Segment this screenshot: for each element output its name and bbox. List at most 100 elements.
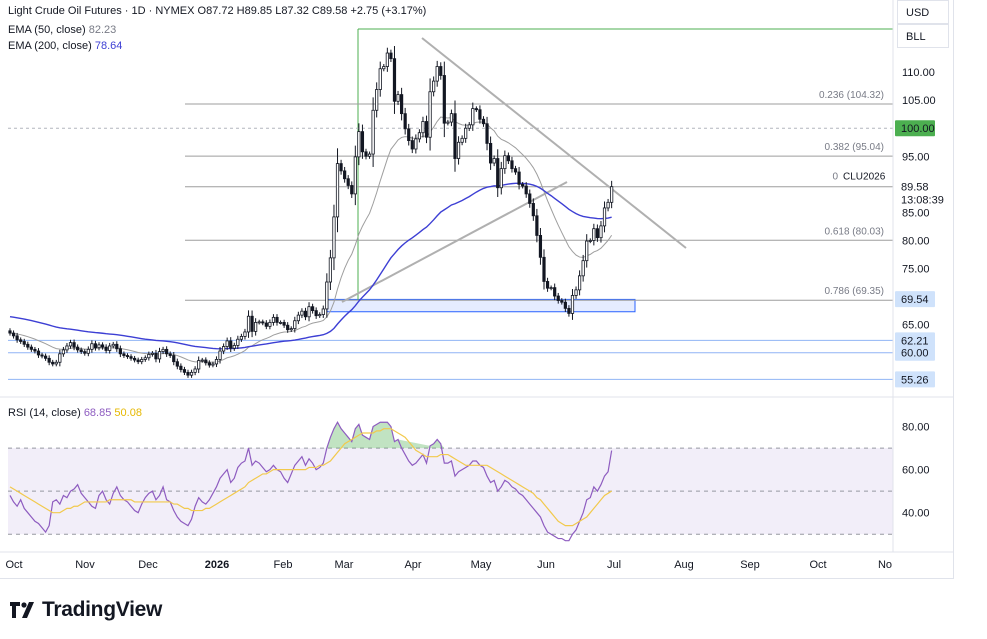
legend-rsi[interactable]: RSI (14, close) 68.85 50.08 [8, 406, 142, 420]
candle-body [300, 310, 304, 316]
currency-button[interactable]: USD [897, 0, 949, 24]
fib-zero-label: 0 [832, 172, 838, 183]
time-axis-tick: 2026 [205, 559, 229, 571]
time-axis-tick: Sep [740, 559, 760, 571]
candle-body [346, 178, 350, 186]
candle-body [29, 346, 33, 350]
candle-body [61, 349, 66, 355]
candle-body [58, 353, 62, 363]
candle-body [417, 132, 422, 140]
candle-body [218, 350, 222, 360]
candle-body [150, 352, 154, 355]
candle-body [275, 316, 279, 323]
candle-body [499, 168, 503, 189]
candle-body [545, 281, 550, 289]
fib-label: 0.786 (69.35) [825, 286, 885, 297]
countdown-label: 13:08:39 [901, 195, 944, 207]
candle-body [456, 141, 461, 159]
candle-body [140, 359, 144, 363]
candle-body [510, 160, 514, 170]
ohlc-l: L87.32 [272, 5, 309, 17]
candle-body [428, 91, 432, 138]
price-axis-tick: 110.00 [902, 67, 935, 79]
time-axis-tick: Nov [75, 559, 95, 571]
candle-body [602, 207, 607, 227]
ema50-line [9, 116, 613, 363]
candle-body [286, 324, 290, 331]
rsi-layer: 80.00 60.00 40.00 [8, 420, 930, 542]
candle-body [36, 350, 41, 356]
candle-body [439, 66, 443, 76]
tradingview-logo[interactable]: TradingView [10, 597, 162, 623]
time-axis-tick: May [471, 559, 492, 571]
fibonacci-layer: 0.236 (104.32) 0.382 (95.04) 0.618 (80.03)… [8, 28, 893, 380]
candle-body [271, 316, 276, 323]
candle-body [186, 371, 190, 376]
candle-body [321, 308, 325, 315]
rsi-ma-value: 50.08 [114, 407, 142, 419]
candle-body [446, 121, 450, 124]
candle-body [115, 343, 119, 350]
candle-body [143, 357, 147, 360]
candle-body [83, 351, 87, 354]
zone-layer [326, 298, 636, 313]
candle-body [100, 344, 105, 348]
candle-body [325, 281, 329, 310]
candle-body [93, 343, 98, 349]
candle-body [410, 140, 414, 150]
candle-body [488, 142, 493, 164]
candle-body [528, 193, 532, 204]
candle-body [474, 108, 478, 111]
candle-body [442, 75, 446, 124]
unit-button[interactable]: BLL [897, 24, 949, 48]
candle-body [570, 295, 575, 314]
legend-ema200[interactable]: EMA (200, close) 78.64 [8, 39, 122, 53]
candle-body [86, 348, 90, 354]
chart-frame [0, 0, 954, 579]
upper-trendline [421, 37, 687, 249]
candle-body [108, 345, 112, 351]
candle-body [211, 363, 215, 366]
candle-body [97, 344, 101, 349]
candle-body [165, 348, 169, 355]
candle-body [122, 353, 126, 356]
fib-label: 0.382 (95.04) [825, 142, 885, 153]
legend-title-row: Light Crude Oil Futures · 1D · NYMEX O87… [8, 4, 426, 18]
candle-body [392, 58, 397, 102]
candle-body [307, 306, 311, 318]
candle-body [506, 155, 511, 162]
candle-body [189, 371, 194, 376]
candle-body [517, 171, 521, 185]
candle-body [54, 361, 58, 365]
candle-body [531, 203, 535, 217]
time-axis-tick: Mar [335, 559, 354, 571]
candle-body [513, 168, 518, 173]
candle-body [197, 360, 201, 370]
ema200-label: EMA (200, close) [8, 40, 92, 52]
price-label: 55.26 [901, 374, 929, 386]
price-label: 62.21 [901, 335, 929, 347]
price-label: 100.00 [901, 123, 935, 135]
candle-body [40, 354, 44, 357]
time-axis-tick: Dec [138, 559, 158, 571]
candle-body [414, 138, 418, 150]
candle-body [353, 156, 357, 195]
candle-body [524, 185, 528, 195]
candle-body [560, 300, 564, 303]
candle-body [229, 340, 233, 349]
candle-body [588, 240, 592, 242]
tradingview-logo-icon [10, 602, 34, 618]
candle-body [44, 355, 48, 359]
ohlc-o: O87.72 [197, 5, 234, 17]
time-axis-tick: No [878, 559, 892, 571]
legend-ema50[interactable]: EMA (50, close) 82.23 [8, 23, 116, 37]
candle-body [172, 355, 176, 363]
candle-body [610, 186, 614, 203]
ema50-label: EMA (50, close) [8, 24, 86, 36]
candle-body [289, 328, 293, 331]
candle-body [389, 52, 393, 60]
candle-body [76, 346, 80, 351]
candle-body [282, 322, 286, 326]
